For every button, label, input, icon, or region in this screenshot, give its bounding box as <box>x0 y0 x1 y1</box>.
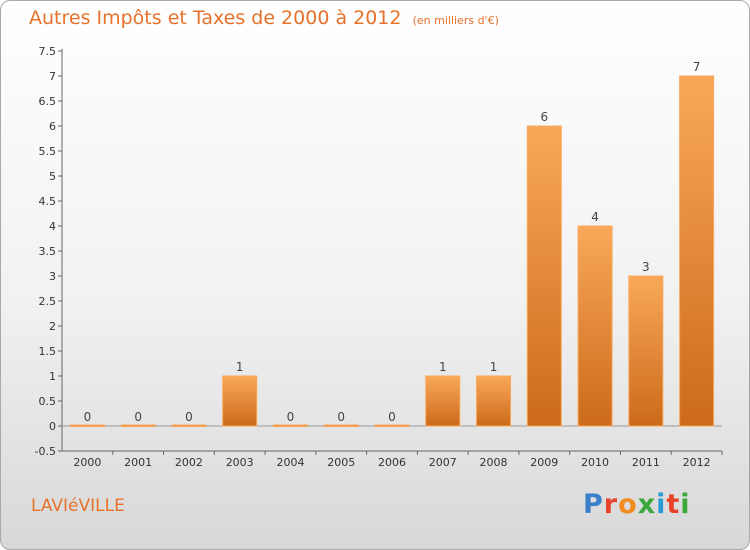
y-tick-label: 7 <box>49 70 56 83</box>
data-label-2004: 0 <box>287 410 295 424</box>
y-tick-label: 3.5 <box>39 245 57 258</box>
x-tick-label: 2005 <box>327 456 355 469</box>
data-label-2012: 7 <box>693 60 701 74</box>
x-tick-label: 2010 <box>581 456 609 469</box>
logo-letter: o <box>618 489 638 520</box>
chart-subtitle: (en milliers d'€) <box>412 14 499 27</box>
y-tick-label: 6 <box>49 120 56 133</box>
logo-letter: P <box>583 489 604 520</box>
data-label-2005: 0 <box>337 410 345 424</box>
bar-2000 <box>69 424 105 427</box>
y-tick-label: 1.5 <box>39 345 57 358</box>
y-tick-label: 3 <box>49 270 56 283</box>
data-label-2002: 0 <box>185 410 193 424</box>
commune-name: LAVIéVILLE <box>31 496 125 516</box>
bar-2001 <box>120 424 156 427</box>
bar-2012 <box>679 75 715 427</box>
logo-letter: x <box>637 489 657 520</box>
data-label-2008: 1 <box>490 360 498 374</box>
y-tick-label: 7.5 <box>39 45 57 58</box>
x-tick-label: 2003 <box>226 456 254 469</box>
data-label-2001: 0 <box>134 410 142 424</box>
bar-2007 <box>425 375 461 427</box>
y-tick-label: 1 <box>49 370 56 383</box>
x-tick-label: 2008 <box>480 456 508 469</box>
bar-2009 <box>526 125 562 427</box>
logo-letter: t <box>666 489 681 520</box>
data-label-2007: 1 <box>439 360 447 374</box>
bar-2003 <box>222 375 258 427</box>
bar-2010 <box>577 225 613 427</box>
data-label-2003: 1 <box>236 360 244 374</box>
bar-2004 <box>272 424 308 427</box>
logo-letter: r <box>603 489 619 520</box>
x-tick-label: 2004 <box>276 456 304 469</box>
chart-title-main: Autres Impôts et Taxes de 2000 à 2012 <box>29 7 402 29</box>
x-tick-label: 2012 <box>683 456 711 469</box>
y-tick-label: 5 <box>49 170 56 183</box>
bar-2011 <box>628 275 664 427</box>
bar-2002 <box>171 424 207 427</box>
x-tick-label: 2006 <box>378 456 406 469</box>
x-tick-label: 2009 <box>530 456 558 469</box>
data-label-2011: 3 <box>642 260 650 274</box>
bar-2008 <box>476 375 512 427</box>
bar-2005 <box>323 424 359 427</box>
y-tick-label: 2.5 <box>39 295 57 308</box>
proxiti-logo: Proxiti <box>583 489 691 520</box>
bar-2006 <box>374 424 410 427</box>
x-tick-label: 2001 <box>124 456 152 469</box>
x-tick-label: 2002 <box>175 456 203 469</box>
data-label-2000: 0 <box>84 410 92 424</box>
y-tick-label: 4 <box>49 220 56 233</box>
y-tick-label: 0.5 <box>39 395 57 408</box>
y-tick-label: 6.5 <box>39 95 57 108</box>
chart-title: Autres Impôts et Taxes de 2000 à 2012 (e… <box>29 7 499 29</box>
y-tick-label: 2 <box>49 320 56 333</box>
x-tick-label: 2007 <box>429 456 457 469</box>
y-tick-label: -0.5 <box>35 445 56 458</box>
y-tick-label: 4.5 <box>39 195 57 208</box>
data-label-2010: 4 <box>591 210 599 224</box>
x-tick-label: 2000 <box>73 456 101 469</box>
data-label-2006: 0 <box>388 410 396 424</box>
x-tick-label: 2011 <box>632 456 660 469</box>
y-tick-label: 0 <box>49 420 56 433</box>
logo-letter: i <box>656 489 667 520</box>
data-label-2009: 6 <box>540 110 548 124</box>
y-tick-label: 5.5 <box>39 145 57 158</box>
logo-letter: i <box>680 489 691 520</box>
